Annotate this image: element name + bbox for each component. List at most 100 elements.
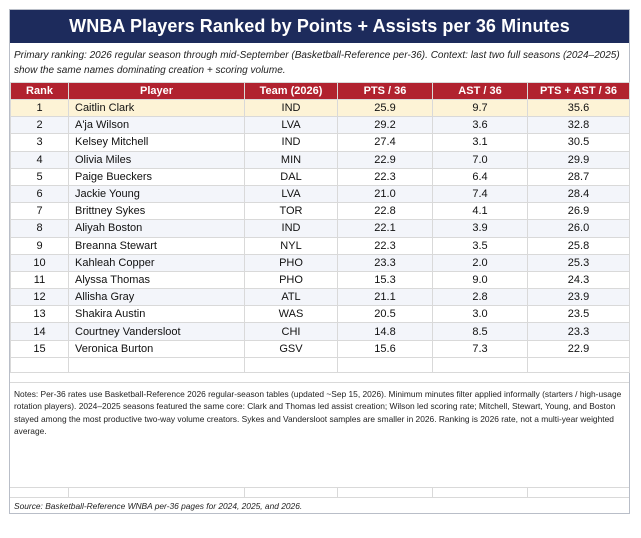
cell-rank[interactable]: 15 — [10, 339, 69, 358]
cell-player[interactable]: Kelsey Mitchell — [68, 133, 245, 152]
col-header-total[interactable]: PTS + AST / 36 — [527, 82, 630, 100]
cell-team[interactable]: PHO — [244, 270, 338, 290]
cell-pts[interactable]: 23.3 — [337, 253, 433, 272]
cell-total[interactable]: 26.9 — [527, 202, 630, 221]
col-header-rank[interactable]: Rank — [10, 82, 69, 100]
cell-total[interactable]: 23.5 — [527, 305, 630, 324]
cell-player[interactable]: Jackie Young — [68, 184, 245, 204]
cell-total[interactable]: 26.0 — [527, 219, 630, 238]
empty-row[interactable] — [10, 487, 629, 498]
cell-player[interactable]: Caitlin Clark — [68, 98, 245, 118]
cell-rank[interactable]: 9 — [10, 236, 69, 255]
cell-total[interactable]: 35.6 — [527, 98, 630, 118]
cell-total[interactable]: 30.5 — [527, 133, 630, 152]
cell-pts[interactable]: 22.3 — [337, 236, 433, 255]
cell-team[interactable]: TOR — [244, 202, 338, 221]
cell-ast[interactable]: 2.0 — [432, 253, 528, 272]
cell-player[interactable]: Shakira Austin — [68, 305, 245, 324]
cell-rank[interactable]: 3 — [10, 133, 69, 152]
empty-cell[interactable] — [527, 356, 630, 373]
cell-pts[interactable]: 22.9 — [337, 150, 433, 169]
cell-total[interactable]: 25.3 — [527, 253, 630, 272]
col-header-pts[interactable]: PTS / 36 — [337, 82, 433, 100]
cell-team[interactable]: LVA — [244, 116, 338, 135]
cell-team[interactable]: ATL — [244, 288, 338, 307]
cell-player[interactable]: Aliyah Boston — [68, 219, 245, 238]
cell-pts[interactable]: 22.1 — [337, 219, 433, 238]
cell-ast[interactable]: 3.6 — [432, 116, 528, 135]
cell-pts[interactable]: 20.5 — [337, 305, 433, 324]
cell-player[interactable]: Allisha Gray — [68, 288, 245, 307]
cell-rank[interactable]: 4 — [10, 150, 69, 169]
cell-rank[interactable]: 10 — [10, 253, 69, 272]
cell-total[interactable]: 23.3 — [527, 322, 630, 341]
cell-player[interactable]: Courtney Vandersloot — [68, 322, 245, 341]
cell-rank[interactable]: 12 — [10, 288, 69, 307]
cell-ast[interactable]: 3.5 — [432, 236, 528, 255]
cell-player[interactable]: Paige Bueckers — [68, 167, 245, 186]
cell-total[interactable]: 28.7 — [527, 167, 630, 186]
col-header-ast[interactable]: AST / 36 — [432, 82, 528, 100]
cell-team[interactable]: MIN — [244, 150, 338, 169]
cell-total[interactable]: 22.9 — [527, 339, 630, 358]
cell-total[interactable]: 28.4 — [527, 184, 630, 204]
cell-rank[interactable]: 5 — [10, 167, 69, 186]
cell-rank[interactable]: 14 — [10, 322, 69, 341]
cell-team[interactable]: CHI — [244, 322, 338, 341]
cell-ast[interactable]: 6.4 — [432, 167, 528, 186]
cell-pts[interactable]: 14.8 — [337, 322, 433, 341]
cell-pts[interactable]: 21.0 — [337, 184, 433, 204]
cell-team[interactable]: IND — [244, 98, 338, 118]
empty-cell[interactable] — [10, 356, 69, 373]
cell-pts[interactable]: 15.6 — [337, 339, 433, 358]
cell-ast[interactable]: 8.5 — [432, 322, 528, 341]
col-header-team[interactable]: Team (2026) — [244, 82, 338, 100]
cell-ast[interactable]: 7.4 — [432, 184, 528, 204]
cell-team[interactable]: IND — [244, 133, 338, 152]
cell-ast[interactable]: 3.0 — [432, 305, 528, 324]
cell-pts[interactable]: 21.1 — [337, 288, 433, 307]
cell-player[interactable]: A'ja Wilson — [68, 116, 245, 135]
empty-cell[interactable] — [337, 356, 433, 373]
cell-team[interactable]: NYL — [244, 236, 338, 255]
cell-pts[interactable]: 22.8 — [337, 202, 433, 221]
empty-cell[interactable] — [68, 356, 245, 373]
cell-pts[interactable]: 29.2 — [337, 116, 433, 135]
cell-ast[interactable]: 4.1 — [432, 202, 528, 221]
cell-total[interactable]: 23.9 — [527, 288, 630, 307]
empty-cell[interactable] — [244, 356, 338, 373]
cell-rank[interactable]: 1 — [10, 98, 69, 118]
cell-rank[interactable]: 2 — [10, 116, 69, 135]
cell-pts[interactable]: 22.3 — [337, 167, 433, 186]
cell-total[interactable]: 32.8 — [527, 116, 630, 135]
cell-player[interactable]: Veronica Burton — [68, 339, 245, 358]
cell-team[interactable]: DAL — [244, 167, 338, 186]
cell-rank[interactable]: 8 — [10, 219, 69, 238]
cell-ast[interactable]: 9.0 — [432, 270, 528, 290]
cell-player[interactable]: Kahleah Copper — [68, 253, 245, 272]
cell-ast[interactable]: 7.3 — [432, 339, 528, 358]
cell-team[interactable]: IND — [244, 219, 338, 238]
cell-player[interactable]: Alyssa Thomas — [68, 270, 245, 290]
cell-ast[interactable]: 3.9 — [432, 219, 528, 238]
cell-total[interactable]: 29.9 — [527, 150, 630, 169]
cell-team[interactable]: WAS — [244, 305, 338, 324]
cell-total[interactable]: 25.8 — [527, 236, 630, 255]
cell-team[interactable]: LVA — [244, 184, 338, 204]
cell-pts[interactable]: 25.9 — [337, 98, 433, 118]
empty-cell[interactable] — [432, 356, 528, 373]
cell-ast[interactable]: 2.8 — [432, 288, 528, 307]
cell-player[interactable]: Brittney Sykes — [68, 202, 245, 221]
cell-ast[interactable]: 9.7 — [432, 98, 528, 118]
cell-total[interactable]: 24.3 — [527, 270, 630, 290]
cell-pts[interactable]: 27.4 — [337, 133, 433, 152]
cell-rank[interactable]: 6 — [10, 184, 69, 204]
cell-player[interactable]: Breanna Stewart — [68, 236, 245, 255]
cell-player[interactable]: Olivia Miles — [68, 150, 245, 169]
col-header-player[interactable]: Player — [68, 82, 245, 100]
cell-rank[interactable]: 13 — [10, 305, 69, 324]
cell-ast[interactable]: 7.0 — [432, 150, 528, 169]
cell-team[interactable]: GSV — [244, 339, 338, 358]
cell-rank[interactable]: 11 — [10, 270, 69, 290]
notes-cell[interactable]: Notes: Per-36 rates use Basketball-Refer… — [10, 382, 629, 487]
